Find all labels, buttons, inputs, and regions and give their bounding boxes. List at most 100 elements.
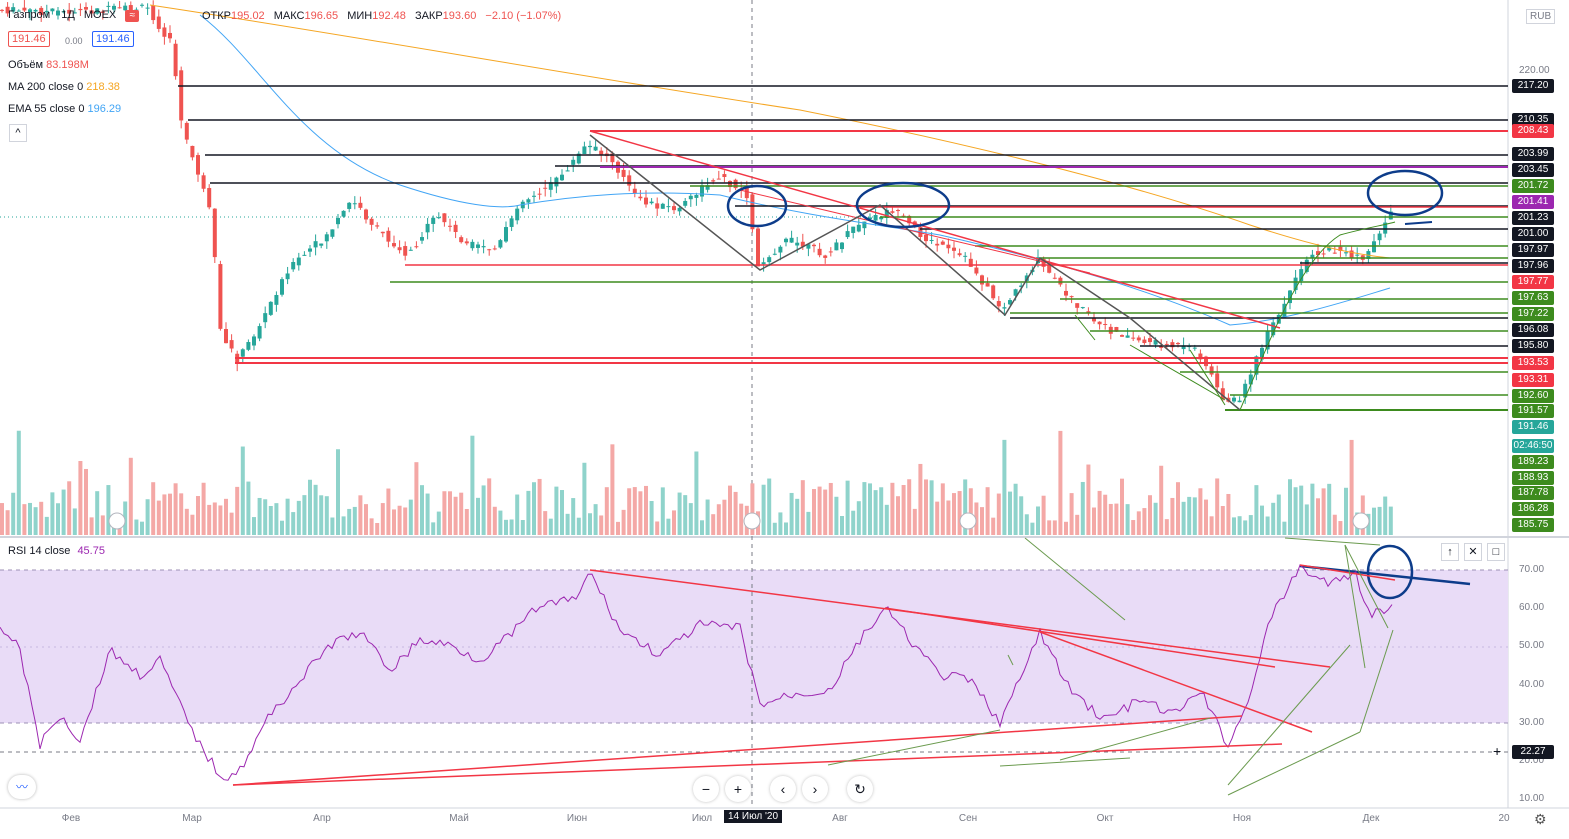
candle-body: [1276, 314, 1281, 324]
volume-bar: [616, 521, 620, 535]
interval[interactable]: 1Д: [61, 9, 75, 21]
candle-body: [621, 169, 626, 177]
candle-body: [184, 122, 189, 140]
volume-bar: [1164, 519, 1169, 535]
candle-body: [1198, 353, 1203, 360]
zoom-out-button[interactable]: −: [693, 776, 719, 802]
ema55-legend[interactable]: EMA 55 close 0 196.29: [8, 103, 122, 115]
volume-bar: [644, 485, 648, 535]
candle-body: [1372, 241, 1376, 253]
volume-bar: [1237, 516, 1242, 535]
price-label: 203.99: [1512, 147, 1554, 161]
candle-body: [151, 5, 156, 21]
maximize-pane-button[interactable]: □: [1487, 543, 1505, 561]
candle-body: [274, 294, 279, 305]
sell-price[interactable]: 191.46: [8, 31, 50, 47]
volume-bar: [61, 489, 66, 535]
volume-bar: [1153, 502, 1158, 535]
move-up-button[interactable]: ↑: [1441, 543, 1459, 561]
scroll-back-button[interactable]: ‹: [770, 776, 796, 802]
volume-bar: [50, 492, 55, 535]
rsi-crosshair-label: 22.27: [1512, 745, 1554, 759]
volume-bar: [179, 493, 184, 535]
currency-label[interactable]: RUB: [1526, 9, 1556, 24]
chart-style-icon[interactable]: ≈: [125, 10, 140, 22]
candle-body: [1349, 250, 1354, 258]
candle-body: [627, 175, 632, 186]
tradingview-logo-icon[interactable]: 〰: [8, 775, 36, 799]
candle-body: [420, 237, 424, 241]
symbol-name[interactable]: Газпром: [8, 9, 51, 21]
candle-body: [1321, 253, 1326, 255]
settings-gear-icon[interactable]: ⚙: [1534, 811, 1547, 827]
price-label: 186.28: [1512, 502, 1554, 516]
collapse-legend-button[interactable]: ^: [9, 124, 27, 142]
reset-chart-button[interactable]: ↻: [847, 776, 873, 802]
volume-bar: [1372, 507, 1376, 535]
candle-body: [0, 9, 4, 11]
symbol-header[interactable]: Газпром 1Д MOEX ≈: [8, 9, 140, 22]
volume-bar: [845, 480, 850, 535]
candle-body: [481, 246, 486, 248]
buy-price[interactable]: 191.46: [92, 31, 134, 47]
candle-body: [498, 240, 503, 248]
ema55-line: [199, 14, 1391, 326]
candle-body: [1310, 254, 1315, 258]
scroll-forward-button[interactable]: ›: [802, 776, 828, 802]
volume-bar: [1170, 497, 1175, 535]
candle-body: [408, 249, 413, 251]
volume-bar: [0, 503, 4, 535]
volume-bar: [285, 498, 290, 535]
volume-bar: [711, 514, 716, 535]
volume-bar: [896, 496, 900, 535]
month-label: Окт: [1096, 813, 1114, 824]
candle-body: [655, 203, 660, 209]
candle-body: [352, 203, 357, 205]
candle-body: [1243, 383, 1248, 398]
month-label: Дек: [1362, 813, 1380, 824]
volume-bar: [1310, 483, 1315, 535]
candle-body: [296, 257, 301, 266]
volume-bar: [565, 513, 570, 535]
candle-body: [1377, 233, 1382, 241]
volume-bar: [134, 519, 139, 535]
candle-body: [963, 255, 968, 257]
volume-bar: [772, 522, 777, 535]
crosshair-plus-icon[interactable]: +: [1493, 743, 1502, 759]
candle-body: [392, 243, 396, 247]
volume-bar: [588, 513, 592, 535]
price-label: 201.72: [1512, 179, 1554, 193]
candle-body: [464, 241, 469, 244]
candle-body: [1047, 264, 1052, 273]
volume-bar: [1248, 515, 1253, 535]
candle-body: [403, 246, 408, 256]
candle-body: [834, 242, 839, 251]
volume-bar: [280, 520, 284, 535]
volume-bar: [291, 512, 296, 535]
rsi-legend[interactable]: RSI 14 close 45.75: [8, 545, 105, 557]
candle-body: [868, 217, 872, 220]
zoom-in-button[interactable]: +: [725, 776, 751, 802]
candle-body: [156, 16, 161, 29]
volume-bar: [201, 482, 206, 535]
volume-bar: [688, 503, 693, 535]
volume-bar: [789, 492, 794, 535]
candle-body: [308, 248, 312, 252]
volume-bar: [722, 499, 727, 535]
price-label: 193.53: [1512, 356, 1554, 370]
price-label: 193.31: [1512, 373, 1554, 387]
ma200-legend[interactable]: MA 200 close 0 218.38: [8, 81, 120, 93]
candle-body: [50, 8, 55, 12]
candle-body: [448, 225, 452, 227]
volume-bar: [128, 457, 133, 535]
price-label: 191.57: [1512, 404, 1554, 418]
candle-body: [106, 5, 111, 7]
close-pane-button[interactable]: ✕: [1464, 543, 1482, 561]
volume-legend[interactable]: Объём 83.198M: [8, 59, 89, 71]
candle-body: [179, 70, 184, 121]
volume-bar: [1288, 479, 1292, 535]
volume-bar: [218, 505, 223, 535]
price-label: 185.75: [1512, 518, 1554, 532]
rsi-trendlines: [232, 537, 1396, 796]
